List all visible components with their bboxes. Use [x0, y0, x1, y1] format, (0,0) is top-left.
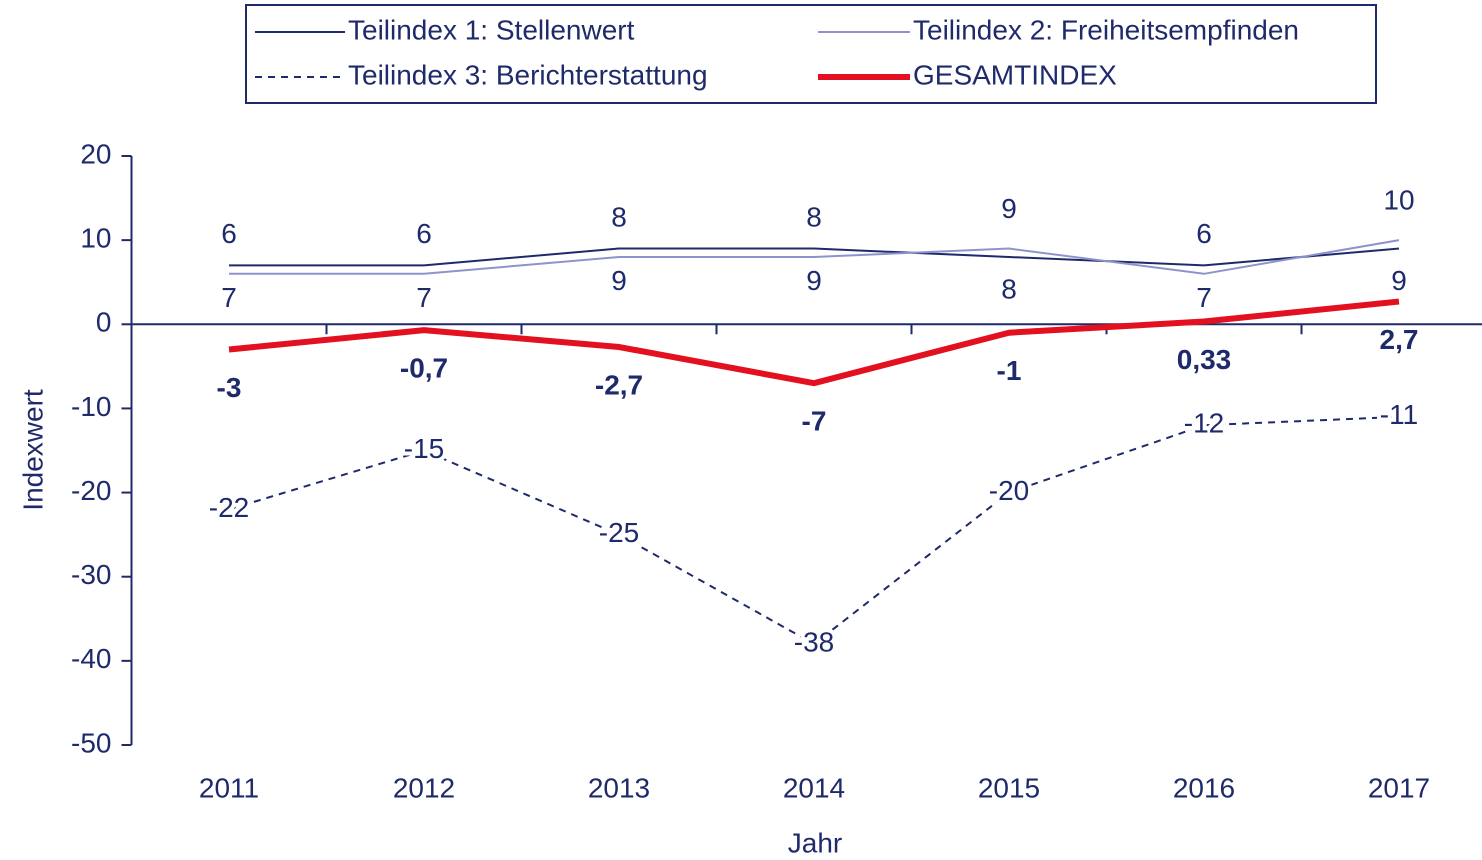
series-line	[229, 247, 1400, 267]
data-label: 9	[1391, 265, 1407, 296]
y-tick-label: -50	[71, 727, 111, 758]
data-label: 9	[806, 265, 822, 296]
y-tick-label: -40	[71, 643, 111, 674]
x-tick-label: 2015	[978, 772, 1040, 803]
data-label: -22	[209, 492, 249, 523]
data-label: 7	[416, 282, 432, 313]
data-label: -1	[997, 355, 1022, 386]
y-tick-label: 0	[96, 307, 112, 338]
data-label: -7	[802, 406, 827, 437]
series-line	[229, 239, 1400, 275]
data-label: -15	[404, 433, 444, 464]
legend-label: GESAMTINDEX	[913, 59, 1117, 90]
x-tick-label: 2017	[1368, 772, 1430, 803]
x-tick-label: 2014	[783, 772, 845, 803]
data-label: 6	[416, 218, 432, 249]
data-label: -2,7	[595, 369, 643, 400]
data-label: 8	[806, 201, 822, 232]
data-label: 9	[611, 265, 627, 296]
data-label: -0,7	[400, 353, 448, 384]
legend-label: Teilindex 3: Berichterstattung	[348, 59, 708, 90]
data-label: 7	[221, 282, 237, 313]
x-tick-label: 2013	[588, 772, 650, 803]
y-tick-label: 20	[80, 138, 111, 169]
data-label: 9	[1001, 193, 1017, 224]
data-label: -38	[794, 626, 834, 657]
data-label: -12	[1184, 408, 1224, 439]
legend-label: Teilindex 2: Freiheitsempfinden	[913, 14, 1299, 45]
y-tick-label: -10	[71, 391, 111, 422]
data-label: 8	[611, 201, 627, 232]
data-label: 7	[1196, 282, 1212, 313]
series-line	[228, 415, 1400, 646]
legend-label: Teilindex 1: Stellenwert	[348, 14, 635, 45]
data-label: -11	[1380, 399, 1418, 430]
x-tick-label: 2011	[199, 772, 259, 803]
data-label: 0,33	[1177, 344, 1232, 375]
x-axis-label: Jahr	[788, 827, 842, 858]
data-label: 6	[1196, 218, 1212, 249]
data-label: 2,7	[1380, 324, 1419, 355]
data-label: -20	[989, 475, 1029, 506]
data-label: -25	[599, 517, 639, 548]
data-label: 10	[1383, 185, 1414, 216]
data-label: 8	[1001, 273, 1017, 304]
y-tick-label: -30	[71, 559, 111, 590]
series-line	[228, 298, 1400, 387]
y-axis-label: Indexwert	[17, 389, 48, 511]
data-label: -3	[217, 372, 242, 403]
y-tick-label: 10	[80, 223, 111, 254]
y-tick-label: -20	[71, 475, 111, 506]
x-tick-label: 2012	[393, 772, 455, 803]
x-tick-label: 2016	[1173, 772, 1235, 803]
legend-box	[245, 4, 1377, 104]
data-label: 6	[221, 218, 237, 249]
